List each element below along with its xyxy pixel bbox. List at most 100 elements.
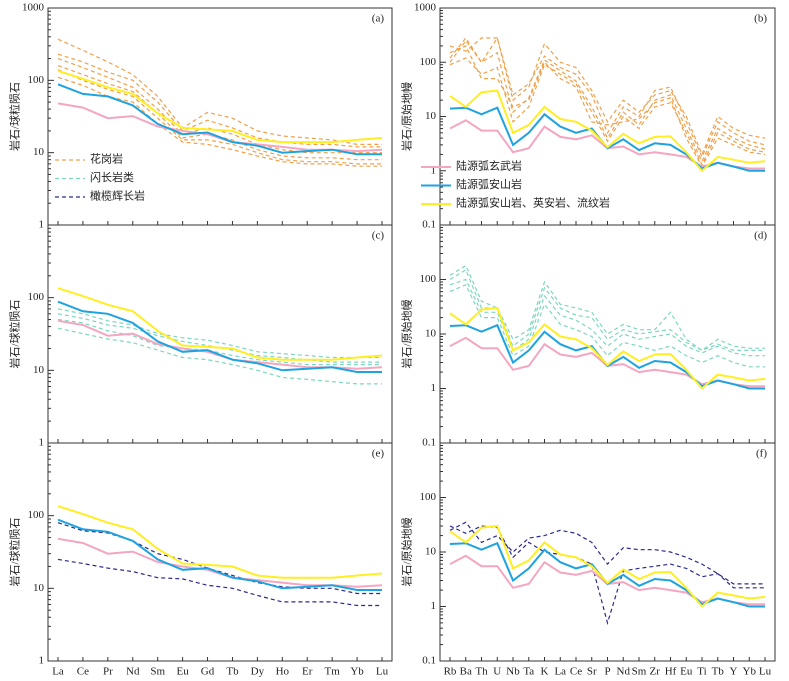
y-tick-label: 100 <box>420 491 437 503</box>
x-tick-label: Tb <box>712 666 725 678</box>
y-tick-label: 10 <box>425 110 437 122</box>
x-tick-label: Ti <box>697 666 706 678</box>
panel-label: (f) <box>756 448 767 460</box>
y-tick-label: 10 <box>33 582 45 594</box>
legend-label: 闪长岩类 <box>90 170 134 184</box>
legend-label: 陆源弧安山岩 <box>456 177 522 191</box>
panel-label: (d) <box>754 230 767 242</box>
series-line <box>449 45 766 168</box>
y-tick-label: 100 <box>28 291 45 303</box>
x-tick-label: Ba <box>460 666 472 678</box>
x-tick-label: Lu <box>376 666 389 678</box>
x-tick-label: Gd <box>201 666 215 678</box>
y-axis-label: 岩石/原始地幔 <box>400 82 414 151</box>
x-tick-label: Pr <box>103 666 113 678</box>
x-tick-label: Yb <box>743 666 757 678</box>
series-line <box>449 57 766 166</box>
y-tick-label: 1 <box>431 382 437 394</box>
legend-label: 橄榄辉长岩 <box>90 189 145 203</box>
x-tick-label: Y <box>730 666 738 678</box>
x-tick-label: La <box>554 666 566 678</box>
y-tick-label: 0.1 <box>422 219 436 231</box>
y-tick-label: 100 <box>28 509 45 521</box>
series-line <box>57 318 382 366</box>
x-tick-label: Rb <box>444 666 457 678</box>
y-axis-label: 岩石/球粒陨石 <box>8 299 22 368</box>
y-tick-label: 0.1 <box>422 655 436 667</box>
x-tick-label: Ta <box>523 666 534 678</box>
y-tick-label: 10 <box>425 546 437 558</box>
panel-label: (c) <box>372 230 385 242</box>
y-tick-label: 1000 <box>22 2 45 14</box>
x-tick-label: Nd <box>126 666 140 678</box>
y-tick-label: 1 <box>39 437 45 449</box>
series-line <box>449 89 766 173</box>
y-tick-label: 0.1 <box>422 437 436 449</box>
x-tick-label: Sm <box>150 666 165 678</box>
legend-label: 陆源弧安山岩、英安岩、流纹岩 <box>456 196 610 210</box>
series-line <box>449 323 765 390</box>
plot-frame <box>47 224 393 444</box>
series-line <box>449 264 765 352</box>
series-line <box>57 313 382 363</box>
series-line <box>57 69 382 165</box>
x-tick-label: Tm <box>325 666 341 678</box>
series-line <box>57 300 382 373</box>
series-line <box>449 541 765 608</box>
legend-label: 陆源弧玄武岩 <box>456 159 522 173</box>
panel-label: (e) <box>372 448 385 460</box>
y-tick-label: 1 <box>431 600 437 612</box>
series-line <box>449 525 765 626</box>
series-line <box>449 521 765 585</box>
y-tick-label: 1 <box>39 655 45 667</box>
x-tick-label: Eu <box>680 666 693 678</box>
series-line <box>57 522 382 595</box>
series-line <box>57 327 382 385</box>
x-tick-label: Th <box>475 666 488 678</box>
series-line <box>57 537 383 588</box>
y-axis-label: 岩石/原始地幔 <box>400 299 414 368</box>
x-tick-label: Er <box>302 666 313 678</box>
series-line <box>57 58 382 154</box>
series-line <box>449 336 765 388</box>
series-line <box>449 269 765 352</box>
y-tick-label: 1000 <box>414 2 437 14</box>
legend-label: 花岗岩 <box>90 152 123 166</box>
x-tick-label: P <box>604 666 610 678</box>
series-line <box>57 308 382 359</box>
series-line <box>449 524 766 608</box>
series-line <box>57 53 382 148</box>
x-tick-label: Lu <box>759 666 772 678</box>
series-line <box>449 37 766 159</box>
x-tick-label: Tb <box>226 666 239 678</box>
x-tick-label: Ce <box>570 666 582 678</box>
y-axis-label: 岩石/原始地幔 <box>400 517 414 586</box>
plot-frame <box>439 224 776 444</box>
series-line <box>57 69 383 144</box>
series-line <box>449 554 765 606</box>
y-axis-label: 岩石/球粒陨石 <box>8 82 22 151</box>
y-tick-label: 10 <box>425 328 437 340</box>
series-line <box>57 505 383 579</box>
series-line <box>449 284 765 368</box>
x-tick-label: K <box>541 666 549 678</box>
x-tick-label: Sr <box>587 666 597 678</box>
plot-frame <box>439 7 776 226</box>
x-tick-label: Nd <box>617 666 631 678</box>
x-tick-label: Zr <box>650 666 661 678</box>
series-line <box>449 36 766 156</box>
x-tick-label: U <box>493 666 501 678</box>
series-line <box>57 65 382 161</box>
y-tick-label: 100 <box>420 273 437 285</box>
plot-frame <box>47 442 393 662</box>
x-tick-label: Eu <box>176 666 189 678</box>
x-tick-label: Dy <box>251 666 265 678</box>
y-tick-label: 1 <box>431 164 437 176</box>
x-tick-label: Ce <box>77 666 89 678</box>
y-tick-label: 100 <box>28 74 45 86</box>
y-tick-label: 100 <box>420 56 437 68</box>
x-tick-label: Yb <box>350 666 364 678</box>
x-tick-label: Ho <box>276 666 290 678</box>
y-tick-label: 1 <box>39 219 45 231</box>
